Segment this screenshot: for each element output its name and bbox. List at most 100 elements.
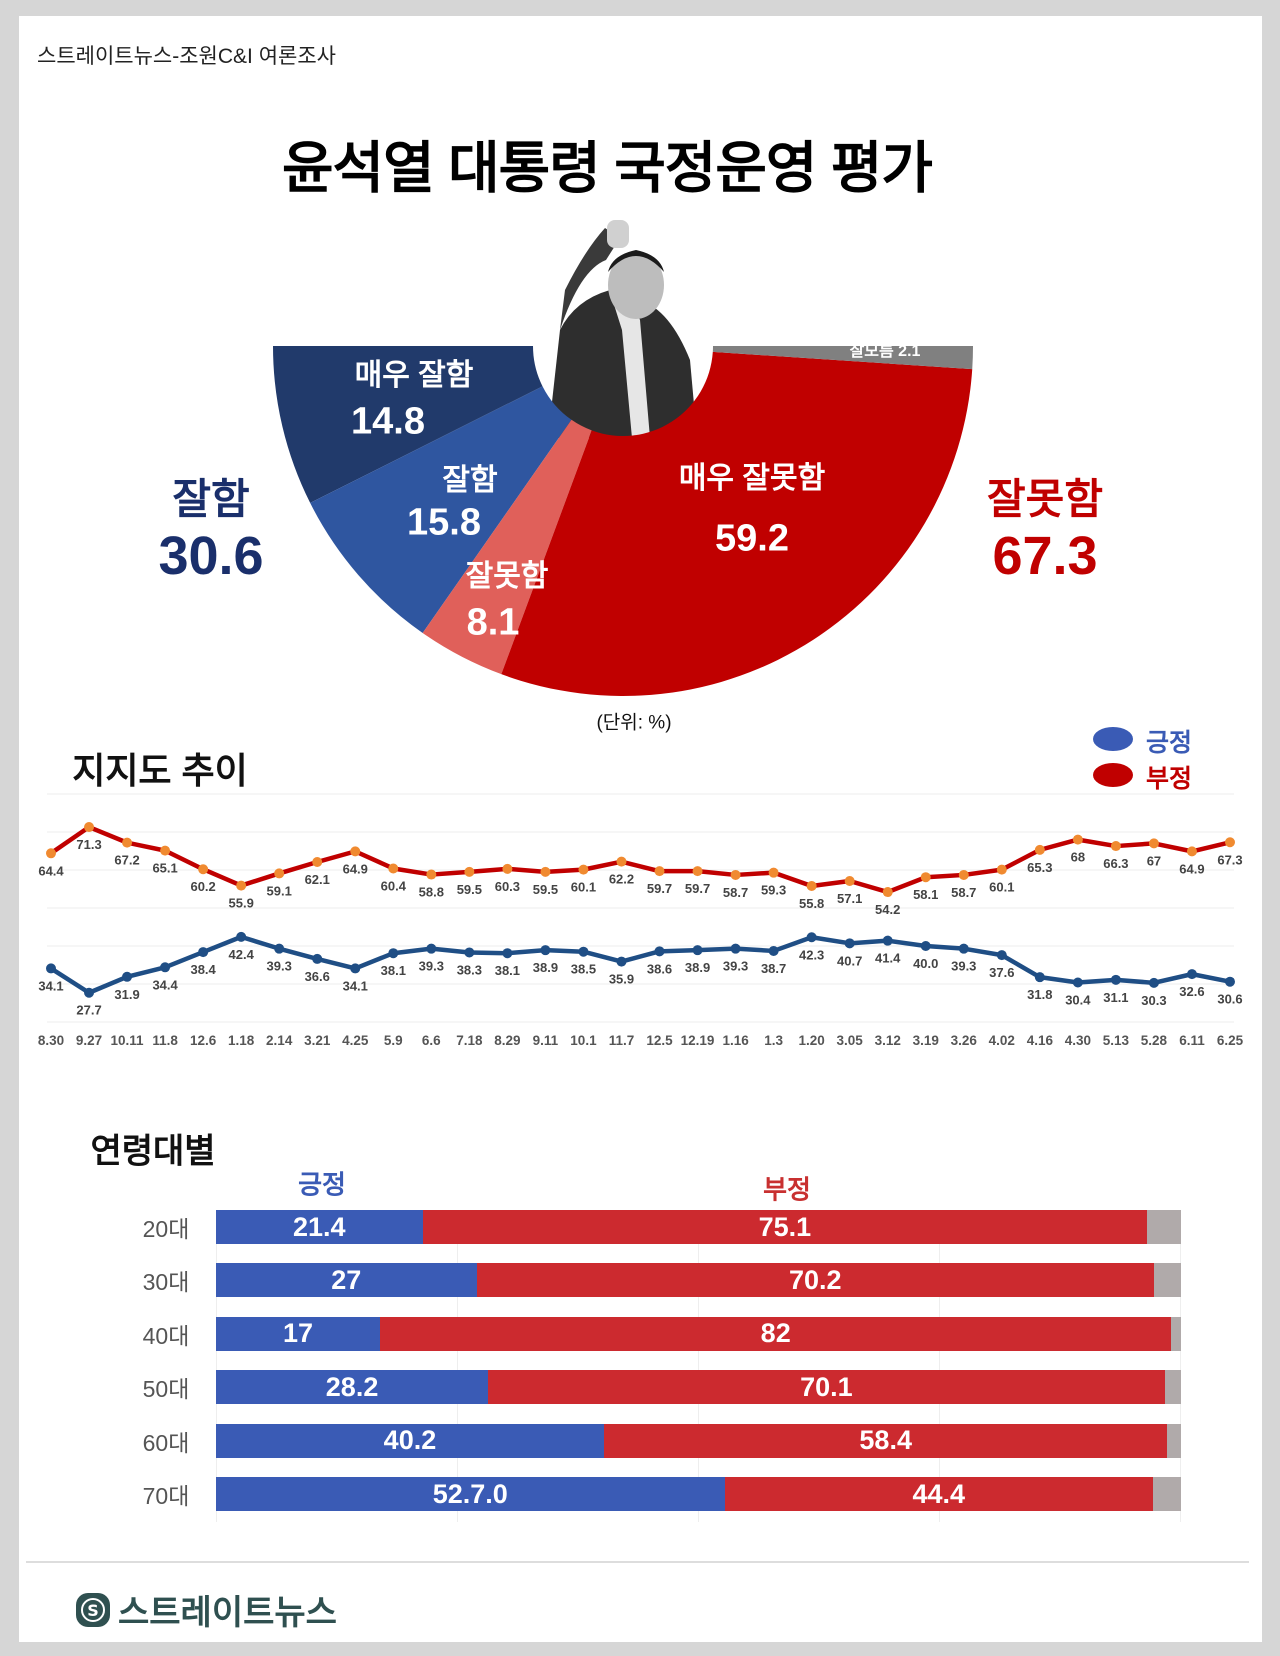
negative-value-label: 58.8 xyxy=(419,885,444,900)
x-tick-label: 2.14 xyxy=(266,1033,293,1048)
positive-point xyxy=(920,941,931,951)
bar-segment-rest xyxy=(1164,1370,1181,1405)
footer-logo: S 스트레이트뉴스 xyxy=(74,1585,337,1634)
slice-label-very-good: 매우 잘함 xyxy=(354,359,474,392)
x-tick-label: 3.19 xyxy=(913,1033,939,1048)
slice-label-bad: 잘못함 xyxy=(465,560,549,593)
age-section-title: 연령대별 xyxy=(90,1132,216,1171)
poll-source: 스트레이트뉴스-조원C&I 여론조사 xyxy=(37,45,336,68)
x-tick-label: 6.6 xyxy=(422,1033,441,1048)
positive-value-label: 38.6 xyxy=(647,961,672,976)
bar-gridline xyxy=(939,1210,940,1522)
age-bar-row: 27 70.2 xyxy=(216,1263,1181,1298)
bar-segment-positive: 27 xyxy=(216,1263,477,1298)
positive-point xyxy=(1148,977,1159,988)
x-tick-label: 12.19 xyxy=(681,1033,715,1048)
age-group-label: 70대 xyxy=(142,1483,190,1509)
positive-value-label: 38.7 xyxy=(761,961,786,976)
positive-point xyxy=(768,945,779,956)
negative-value-label: 67.3 xyxy=(1217,852,1242,867)
age-bar-row: 28.2 70.1 xyxy=(216,1370,1181,1405)
negative-point xyxy=(312,857,323,868)
negative-point xyxy=(84,822,95,833)
age-negative-header: 부정 xyxy=(763,1174,811,1205)
negative-value-label: 64.9 xyxy=(1179,861,1204,876)
positive-value-label: 38.1 xyxy=(381,963,406,978)
positive-point xyxy=(996,950,1007,961)
positive-point xyxy=(122,971,133,982)
negative-value-label: 67.2 xyxy=(114,853,139,868)
positive-value-label: 38.9 xyxy=(533,960,558,975)
donut-slice-unknown xyxy=(712,346,973,370)
slice-value-very-bad: 59.2 xyxy=(715,517,789,560)
negative-value-label: 60.1 xyxy=(571,880,596,895)
negative-value-label: 55.9 xyxy=(229,896,254,911)
positive-point xyxy=(1225,976,1235,987)
negative-point xyxy=(502,863,513,874)
donut-slice-very-bad xyxy=(501,351,973,696)
positive-value-label: 38.5 xyxy=(571,962,596,977)
negative-value-label: 65.1 xyxy=(152,861,177,876)
age-group-label: 20대 xyxy=(142,1216,190,1242)
negative-value-label: 57.1 xyxy=(837,891,862,906)
positive-total-label: 잘함 xyxy=(172,475,250,523)
age-group-label: 40대 xyxy=(142,1322,190,1349)
negative-value-label: 62.1 xyxy=(305,872,330,887)
negative-value-label: 59.5 xyxy=(533,882,558,897)
age-bar-row: 21.4 75.1 xyxy=(216,1210,1181,1244)
x-tick-label: 3.26 xyxy=(951,1033,978,1048)
x-tick-label: 6.25 xyxy=(1217,1033,1244,1048)
bar-segment-negative: 82 xyxy=(380,1316,1172,1351)
positive-value-label: 39.3 xyxy=(951,959,976,974)
bar-segment-negative: 44.4 xyxy=(724,1477,1153,1511)
negative-point xyxy=(160,845,171,856)
x-tick-label: 5.13 xyxy=(1103,1033,1130,1048)
negative-point xyxy=(578,864,589,875)
positive-point xyxy=(692,945,703,956)
positive-point xyxy=(312,953,323,964)
bar-segment-negative: 70.1 xyxy=(488,1370,1165,1405)
x-tick-label: 1.20 xyxy=(799,1033,825,1048)
positive-point xyxy=(274,943,285,954)
negative-value-label: 58.7 xyxy=(723,885,748,900)
x-tick-label: 12.5 xyxy=(646,1033,673,1048)
negative-point xyxy=(958,869,969,880)
x-tick-label: 6.11 xyxy=(1179,1033,1205,1048)
negative-point xyxy=(198,864,209,875)
positive-value-label: 42.4 xyxy=(229,947,255,962)
bar-gridline xyxy=(216,1210,217,1522)
negative-value-label: 68 xyxy=(1071,850,1085,865)
negative-value-label: 59.7 xyxy=(647,881,672,896)
negative-point xyxy=(692,866,703,877)
x-tick-label: 1.16 xyxy=(722,1033,749,1048)
positive-value-label: 39.3 xyxy=(267,959,292,974)
negative-point xyxy=(46,848,56,859)
bar-segment-positive: 17 xyxy=(216,1316,381,1351)
positive-value-label: 30.4 xyxy=(1065,992,1091,1007)
negative-value-label: 64.4 xyxy=(38,863,64,878)
age-bar-row: 52.7.0 44.4 xyxy=(216,1477,1181,1511)
positive-value-label: 40.7 xyxy=(837,953,862,968)
donut-slice-very-good xyxy=(273,346,543,503)
negative-point xyxy=(920,872,931,883)
positive-point xyxy=(426,943,437,954)
positive-total-value: 30.6 xyxy=(158,526,264,586)
negative-value-label: 59.3 xyxy=(761,883,786,898)
negative-point xyxy=(540,866,551,877)
bar-segment-negative: 58.4 xyxy=(603,1423,1168,1458)
x-tick-label: 4.16 xyxy=(1027,1033,1054,1048)
negative-value-label: 58.7 xyxy=(951,885,976,900)
x-tick-label: 12.6 xyxy=(190,1033,217,1048)
age-group-label: 30대 xyxy=(142,1269,190,1296)
positive-value-label: 31.9 xyxy=(114,987,139,1002)
positive-point xyxy=(958,943,969,954)
positive-point xyxy=(882,935,893,946)
negative-point xyxy=(426,869,437,880)
positive-value-label: 40.0 xyxy=(913,956,938,971)
slice-label-very-bad: 매우 잘못함 xyxy=(678,462,826,495)
negative-value-label: 58.1 xyxy=(913,887,938,902)
age-positive-header: 긍정 xyxy=(298,1169,346,1200)
x-tick-label: 1.3 xyxy=(764,1033,783,1048)
negative-point xyxy=(768,867,779,878)
